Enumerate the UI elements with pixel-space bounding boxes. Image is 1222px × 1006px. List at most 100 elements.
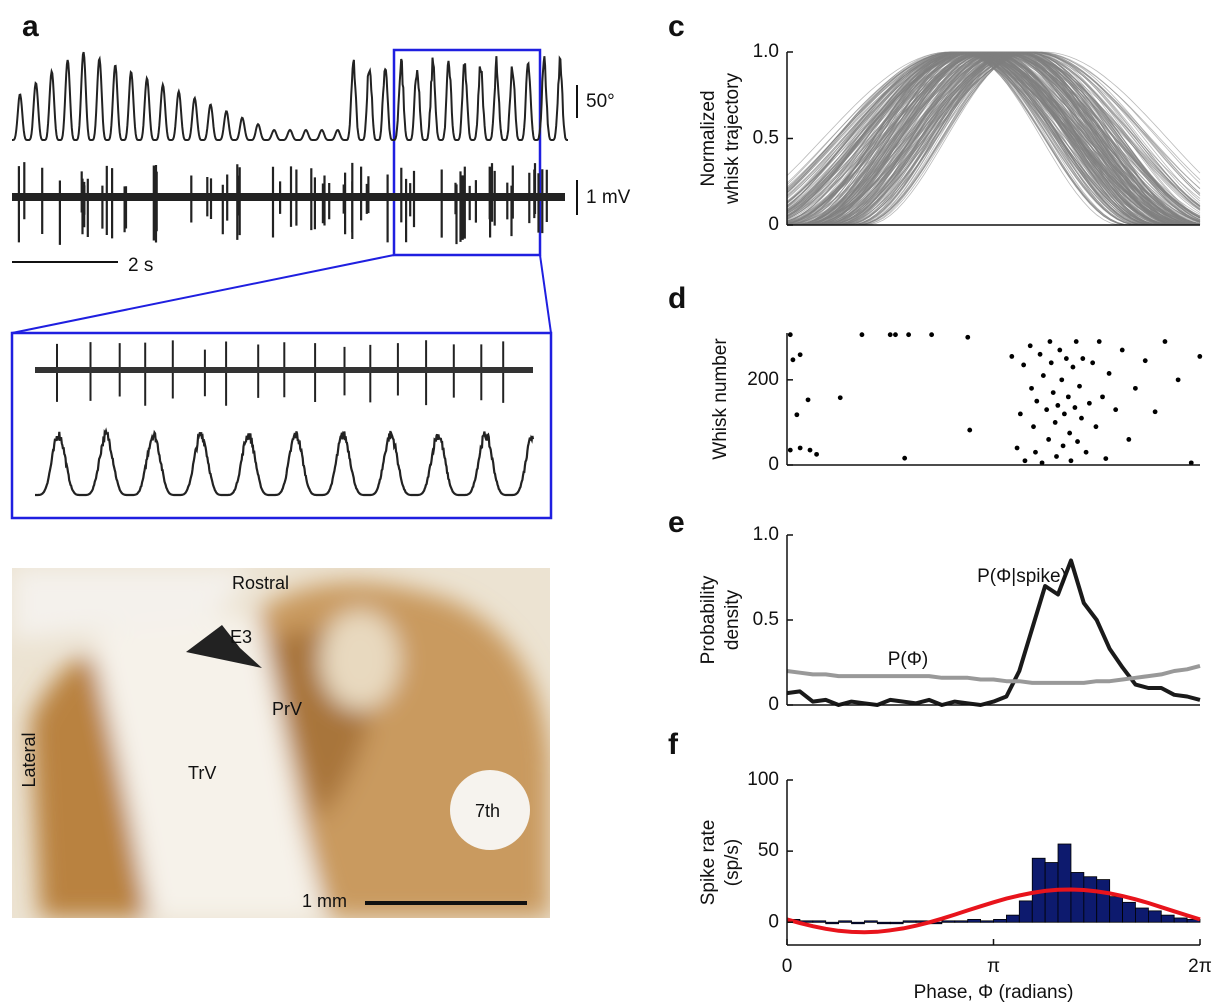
spike-dot (1162, 339, 1168, 344)
label: E3 (230, 627, 252, 647)
bar (889, 921, 904, 925)
bar (967, 918, 981, 923)
spike-dot (1034, 398, 1040, 404)
trajectory (786, 51, 1200, 226)
trajectory (786, 51, 1201, 225)
spike-dot (1083, 449, 1089, 455)
y-tick-label: 200 (747, 369, 779, 390)
panel-label: d (668, 282, 686, 315)
spike-dot (1040, 373, 1046, 378)
spike-dot (1027, 343, 1033, 349)
spike-dot (1070, 364, 1076, 370)
bar (1070, 872, 1085, 923)
y-tick-label: 50 (758, 840, 779, 861)
label: Rostral (232, 573, 289, 593)
spike-dot (1009, 354, 1015, 359)
spike-dot (1197, 354, 1203, 359)
bar (851, 921, 865, 925)
bar (838, 920, 852, 923)
spike-dot (807, 447, 813, 453)
y-axis-label: Normalized (698, 90, 719, 186)
spike-dot (1059, 377, 1065, 383)
spike-dot (1060, 443, 1066, 449)
spike-dot (1142, 358, 1148, 364)
spike-trace (12, 162, 565, 245)
inset-box (10, 331, 553, 520)
bar (1057, 843, 1072, 923)
y-tick-label: 1.0 (753, 524, 779, 545)
noise-band (12, 193, 565, 201)
trajectory (787, 51, 1200, 226)
panel-b-labels: Rostral E3 PrV Lateral TrV 7th 1 mm (19, 573, 500, 911)
spike-dot (1068, 458, 1074, 464)
spike-dot (837, 395, 843, 401)
panel-label: c (668, 10, 685, 43)
bar (1147, 910, 1162, 923)
x-tick-label: 0 (782, 956, 793, 977)
chart: 0 200 Whisk number (710, 332, 1203, 475)
spike-dot (1048, 360, 1054, 366)
label: 1 mm (302, 891, 347, 911)
spike-dot (1065, 394, 1071, 400)
y-axis-label: density (722, 589, 743, 650)
bar (1160, 914, 1175, 923)
spike-dot (787, 447, 793, 453)
series-line (786, 663, 1201, 685)
spike-dot (1054, 454, 1059, 459)
spike-dot (1052, 420, 1058, 425)
spike-dot (1044, 407, 1050, 413)
spike-dot (1063, 356, 1069, 361)
series-label: P(Φ) (888, 649, 929, 670)
x-tick-label: π (987, 956, 1000, 977)
spike-dot (906, 332, 912, 338)
x-axis-label: Phase, Φ (radians) (914, 982, 1074, 1003)
spike-dot (1090, 360, 1096, 366)
bar (1096, 879, 1111, 923)
inset-whisk-trace (35, 427, 535, 497)
bar (980, 920, 994, 923)
spike-dot (1093, 424, 1099, 430)
y-tick-label: 0 (768, 694, 779, 715)
series-label: P(Φ|spike) (977, 566, 1067, 587)
spike-dot (859, 332, 865, 338)
trajectory (787, 51, 1201, 226)
zoom-line (11, 254, 395, 334)
spike-dot (1119, 347, 1125, 353)
panel-a: 50° 1 mV 2 s (10, 48, 631, 520)
y-tick-label: 0 (768, 911, 779, 932)
spike-dot (902, 455, 908, 461)
bar (954, 920, 969, 923)
bar (1173, 917, 1188, 923)
nucleus (450, 770, 530, 850)
spike-dot (1132, 385, 1138, 391)
y-tick-label: 0.5 (753, 609, 779, 630)
bar (1006, 914, 1020, 923)
spike-dot (1175, 377, 1181, 383)
bar (993, 918, 1007, 923)
spike-dot (790, 357, 796, 363)
spike-dot (967, 427, 973, 433)
panel-label: e (668, 506, 685, 539)
spike-dot (1039, 460, 1045, 466)
spike-dot (1047, 339, 1053, 344)
y-tick-label: 0 (768, 214, 779, 235)
panel-b (12, 568, 550, 918)
bar (876, 921, 891, 925)
bar (1083, 876, 1098, 923)
label: Lateral (19, 732, 39, 787)
spike-dot (1029, 385, 1034, 391)
panel-label: a (22, 10, 39, 43)
spike-dot (1050, 390, 1056, 396)
spike-dot (1046, 437, 1052, 442)
bar (1109, 896, 1123, 923)
spike-dot (1057, 347, 1063, 353)
label: 7th (475, 801, 500, 821)
spike-dot (814, 451, 819, 457)
spike-dot (1080, 356, 1086, 361)
y-tick-label: 0 (768, 454, 779, 475)
y-tick-label: 1.0 (753, 41, 779, 62)
fit-line (786, 887, 1201, 935)
spike-dot (1055, 402, 1061, 408)
spike-dot (1072, 405, 1078, 410)
spike-dot (1014, 445, 1020, 451)
